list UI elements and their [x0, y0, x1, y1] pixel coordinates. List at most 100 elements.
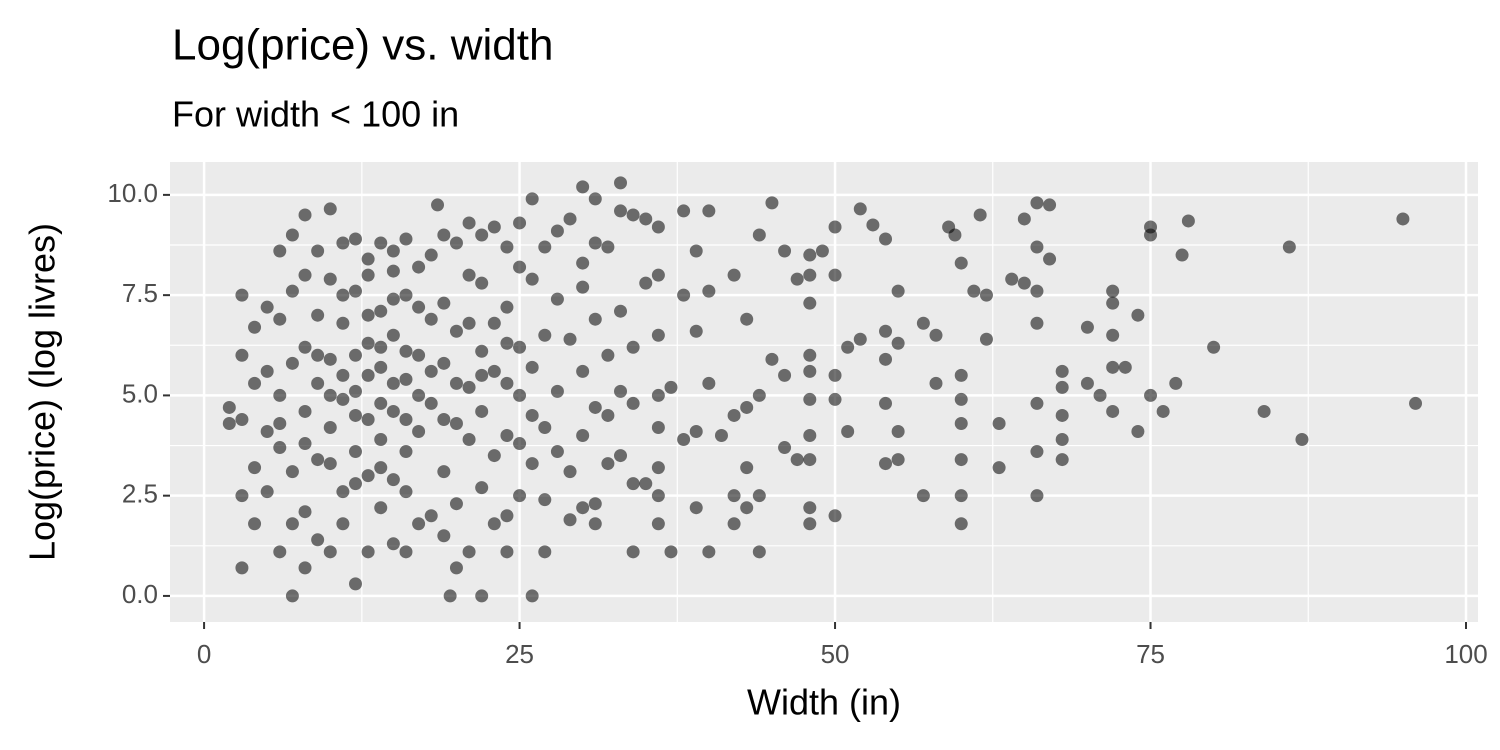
point	[424, 312, 438, 326]
point	[386, 264, 400, 278]
point	[500, 429, 514, 443]
point	[323, 388, 337, 402]
point	[298, 268, 312, 282]
y-tick-label: 10.0	[107, 178, 158, 208]
point	[311, 376, 325, 390]
point	[399, 485, 413, 499]
point	[462, 216, 476, 230]
point	[1118, 360, 1132, 374]
point	[525, 589, 539, 603]
point	[412, 425, 426, 439]
point	[1156, 404, 1170, 418]
point	[500, 336, 514, 350]
point	[803, 392, 817, 406]
y-tick-label: 5.0	[122, 378, 158, 408]
point	[677, 288, 691, 302]
point	[727, 517, 741, 531]
point	[374, 304, 388, 318]
point	[727, 268, 741, 282]
point	[752, 489, 766, 503]
point	[803, 268, 817, 282]
point	[260, 485, 274, 499]
point	[740, 312, 754, 326]
point	[954, 392, 968, 406]
point	[576, 280, 590, 294]
point	[866, 218, 880, 232]
point	[323, 352, 337, 366]
point	[285, 228, 299, 242]
point	[513, 340, 527, 354]
point	[689, 425, 703, 439]
point	[361, 412, 375, 426]
point	[651, 420, 665, 434]
point	[336, 288, 350, 302]
point	[449, 236, 463, 250]
point	[235, 412, 249, 426]
point	[525, 457, 539, 471]
point	[1030, 284, 1044, 298]
point	[513, 388, 527, 402]
point	[879, 396, 893, 410]
point	[714, 429, 728, 443]
point	[374, 340, 388, 354]
point	[954, 256, 968, 270]
point	[349, 348, 363, 362]
point	[311, 453, 325, 467]
point	[563, 212, 577, 226]
point	[1396, 212, 1410, 226]
point	[778, 368, 792, 382]
point	[954, 517, 968, 531]
point	[361, 268, 375, 282]
point	[1030, 196, 1044, 210]
point	[891, 425, 905, 439]
point	[979, 288, 993, 302]
point	[298, 505, 312, 519]
point	[437, 356, 451, 370]
point	[1131, 308, 1145, 322]
point	[525, 360, 539, 374]
point	[1181, 214, 1195, 228]
point	[311, 348, 325, 362]
point	[285, 465, 299, 479]
point	[323, 420, 337, 434]
point	[311, 533, 325, 547]
point	[1093, 388, 1107, 402]
point	[614, 304, 628, 318]
point	[803, 364, 817, 378]
point	[437, 296, 451, 310]
point	[513, 216, 527, 230]
point	[349, 232, 363, 246]
point	[803, 248, 817, 262]
point	[500, 300, 514, 314]
x-tick-label: 0	[197, 639, 211, 669]
point	[248, 376, 262, 390]
point	[298, 404, 312, 418]
point	[752, 228, 766, 242]
point	[588, 517, 602, 531]
point	[1409, 396, 1423, 410]
point	[475, 589, 489, 603]
point	[664, 545, 678, 559]
point	[1144, 388, 1158, 402]
point	[803, 501, 817, 515]
point	[879, 232, 893, 246]
point	[916, 316, 930, 330]
point	[424, 396, 438, 410]
point	[752, 545, 766, 559]
point	[563, 513, 577, 527]
point	[349, 284, 363, 298]
point	[576, 501, 590, 515]
point	[954, 368, 968, 382]
point	[349, 408, 363, 422]
point	[538, 545, 552, 559]
point	[513, 260, 527, 274]
point	[954, 453, 968, 467]
point	[651, 328, 665, 342]
x-axis-title: Width (in)	[747, 682, 901, 723]
point	[828, 392, 842, 406]
point	[973, 208, 987, 222]
point	[336, 316, 350, 330]
point	[601, 408, 615, 422]
point	[437, 228, 451, 242]
